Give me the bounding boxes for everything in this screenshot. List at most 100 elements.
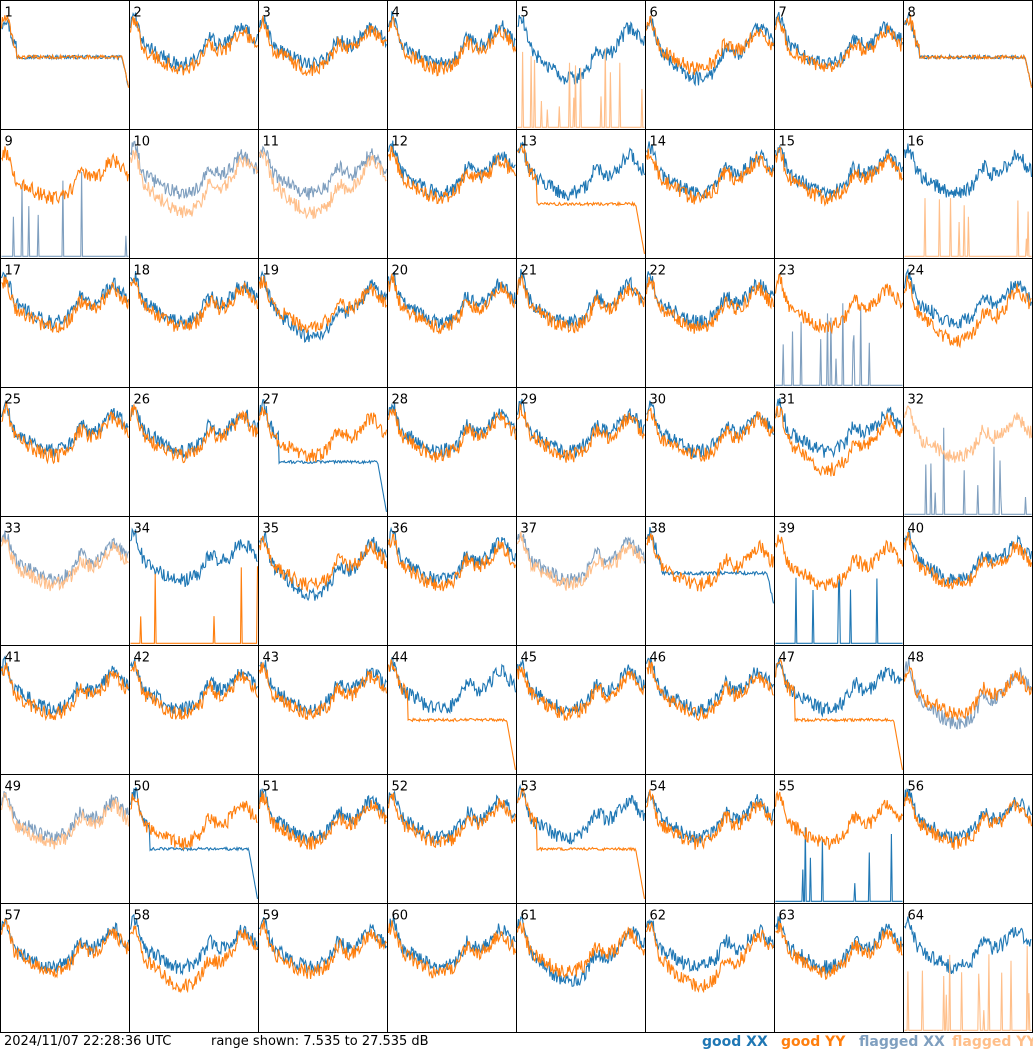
panel-10: 10 [129, 129, 259, 259]
panel-29: 29 [516, 387, 646, 517]
panel-50-yy-line [130, 793, 258, 850]
panel-64: 64 [903, 903, 1033, 1033]
panel-63: 63 [774, 903, 904, 1033]
panel-label: 16 [908, 135, 925, 150]
panel-52: 52 [387, 774, 517, 904]
panel-label: 54 [650, 780, 667, 795]
panel-label: 3 [263, 6, 271, 21]
panel-14-xx-line [646, 141, 775, 200]
panel-28-yy-line [387, 408, 517, 463]
panel-38-xx-line [645, 526, 775, 604]
panel-label: 42 [134, 651, 151, 666]
panel-17: 17 [0, 258, 130, 388]
panel-27-yy-line [258, 406, 388, 463]
panel-27: 27 [258, 387, 388, 517]
panel-39-yy-line [774, 534, 904, 592]
panel-42: 42 [129, 645, 259, 775]
panel-4: 4 [387, 0, 517, 130]
panel-6-yy-line [645, 15, 775, 75]
panel-61: 61 [516, 903, 646, 1033]
panel-5: 5 [516, 0, 646, 130]
panel-43: 43 [258, 645, 388, 775]
panel-label: 47 [779, 651, 796, 666]
panel-49-yy-line [0, 792, 130, 850]
panel-24: 24 [903, 258, 1033, 388]
timestamp: 2024/11/07 22:28:36 UTC [4, 1034, 172, 1049]
panel-15-yy-line [774, 146, 903, 207]
panel-label: 23 [779, 264, 796, 279]
panel-50: 50 [129, 774, 259, 904]
panel-8: 8 [903, 0, 1033, 130]
panel-13: 13 [516, 129, 646, 259]
panel-21: 21 [516, 258, 646, 388]
panel-label: 51 [263, 780, 280, 795]
panel-label: 55 [779, 780, 796, 795]
panel-label: 2 [134, 6, 142, 21]
panel-64-xx-line [904, 916, 1032, 975]
panel-7: 7 [774, 0, 904, 130]
panel-48-yy-line [903, 665, 1033, 720]
panel-24-yy-line [903, 275, 1032, 349]
panel-34-yy-line [130, 566, 259, 644]
panel-label: 38 [650, 522, 667, 537]
panel-47: 47 [774, 645, 904, 775]
panel-57-yy-line [0, 918, 130, 979]
panel-label: 32 [908, 393, 925, 408]
panel-14: 14 [645, 129, 775, 259]
panel-32-yy-line [903, 405, 1033, 463]
panel-53-yy-line [516, 787, 646, 900]
panel-32-xx-line [904, 427, 1032, 515]
panel-43-xx-line [259, 660, 387, 715]
panel-2: 2 [129, 0, 259, 130]
panel-label: 45 [521, 651, 538, 666]
panel-43-yy-line [258, 662, 388, 721]
panel-45: 45 [516, 645, 646, 775]
panel-44: 44 [387, 645, 517, 775]
panel-12-yy-line [387, 145, 517, 205]
panel-18: 18 [129, 258, 259, 388]
panel-45-yy-line [516, 665, 646, 721]
panel-61-yy-line [516, 921, 646, 979]
panel-58-xx-line [129, 913, 259, 976]
panel-3: 3 [258, 0, 388, 130]
panel-39: 39 [774, 516, 904, 646]
panel-1-yy-line [0, 15, 130, 88]
panel-8-yy-line [904, 14, 1033, 88]
panel-54: 54 [645, 774, 775, 904]
panel-48-xx-line [903, 658, 1033, 730]
panel-50-xx-line [129, 787, 259, 900]
panel-41-yy-line [0, 662, 129, 722]
panel-20-xx-line [387, 272, 517, 329]
panel-32: 32 [903, 387, 1033, 517]
panel-border [903, 0, 1033, 130]
panel-label: 44 [392, 651, 409, 666]
panel-4-xx-line [387, 11, 516, 70]
panel-label: 5 [521, 6, 529, 21]
panel-label: 20 [392, 264, 409, 279]
panel-30: 30 [645, 387, 775, 517]
panel-9-xx-line [1, 171, 129, 257]
panel-25-yy-line [1, 400, 130, 465]
panel-52-yy-line [387, 792, 517, 849]
panel-49: 49 [0, 774, 130, 904]
panel-51-yy-line [258, 791, 388, 850]
panel-label: 11 [263, 135, 280, 150]
panel-47-yy-line [774, 658, 904, 771]
panel-29-yy-line [517, 402, 645, 463]
panel-22: 22 [645, 258, 775, 388]
panel-60-yy-line [387, 920, 517, 979]
legend-good-yy: good YY [781, 1034, 846, 1050]
panel-border [774, 0, 904, 130]
panel-59: 59 [258, 903, 388, 1033]
panel-label: 36 [392, 522, 409, 537]
panel-57: 57 [0, 903, 130, 1033]
panel-label: 57 [5, 909, 22, 924]
panel-30-yy-line [645, 407, 775, 463]
panel-23: 23 [774, 258, 904, 388]
panel-31: 31 [774, 387, 904, 517]
panel-47-xx-line [774, 658, 903, 718]
panel-23-xx-line [775, 303, 903, 386]
panel-37-yy-line [516, 531, 645, 591]
panel-46-yy-line [646, 659, 774, 722]
